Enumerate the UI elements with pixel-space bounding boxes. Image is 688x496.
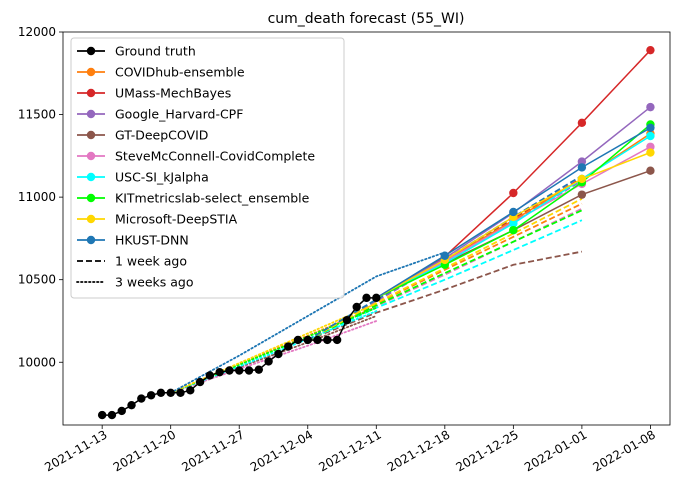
legend-label: HKUST-DNN: [115, 233, 189, 248]
ground-truth-point: [146, 391, 156, 400]
ground-truth-point: [127, 400, 136, 410]
legend-box: [70, 37, 345, 299]
ground-truth-point: [293, 335, 303, 345]
legend-marker: [86, 214, 96, 224]
ground-truth-point: [244, 366, 254, 375]
series-1-week-ago-line: [307, 219, 583, 341]
ground-truth-point: [313, 335, 322, 345]
ground-truth-point: [283, 342, 293, 351]
series-point: [577, 157, 587, 166]
ground-truth-point: [117, 406, 126, 416]
x-tick-label: 2022-01-01: [522, 427, 589, 474]
y-tick-label: 12000: [18, 25, 56, 39]
legend: Ground truth COVIDhub-ensemble UMass-MechB…: [70, 37, 345, 299]
legend-label: KITmetricslab-select_ensemble: [115, 191, 310, 206]
ground-truth-point: [107, 410, 117, 420]
ground-truth-point: [176, 388, 185, 398]
ground-truth-point: [166, 388, 175, 398]
legend-marker: [86, 235, 96, 245]
series-line: [375, 49, 651, 299]
series-point: [577, 174, 587, 184]
ground-truth-point: [97, 410, 107, 420]
ground-truth-point: [195, 377, 205, 387]
series-1-week-ago-line: [307, 202, 583, 341]
series-point: [509, 188, 518, 198]
x-tick-label: 2021-12-11: [316, 427, 383, 474]
legend-marker: [86, 46, 96, 56]
series-point: [646, 148, 655, 157]
series-point: [509, 225, 518, 235]
x-tick-label: 2022-01-08: [591, 427, 658, 474]
ground-truth-point: [323, 335, 332, 345]
ground-truth-point: [264, 357, 273, 366]
legend-label: USC-SI_kJalpha: [115, 170, 209, 185]
legend-label: Ground truth: [115, 44, 196, 59]
legend-marker: [86, 109, 96, 119]
legend-label: Google_Harvard-CPF: [115, 107, 243, 122]
x-tick-label: 2021-12-04: [248, 427, 315, 474]
ground-truth-point: [235, 366, 244, 375]
series-point: [646, 123, 655, 132]
series-1-week-ago-line: [307, 209, 583, 341]
legend-marker: [86, 67, 96, 77]
legend-marker: [86, 151, 96, 161]
ground-truth-point: [186, 386, 195, 395]
ground-truth-point: [254, 365, 264, 374]
series-point: [646, 131, 655, 141]
x-tick-label: 2021-11-13: [42, 427, 109, 474]
ground-truth-point: [303, 335, 312, 345]
legend-label: COVIDhub-ensemble: [115, 65, 245, 80]
series-point: [577, 190, 587, 199]
series-point: [440, 251, 450, 260]
series-point: [509, 207, 518, 217]
series-point: [509, 219, 518, 228]
series-1-week-ago-line: [307, 250, 583, 341]
legend-marker: [86, 88, 96, 98]
series-point: [646, 102, 655, 112]
legend-marker: [86, 130, 96, 140]
legend-label: 1 week ago: [115, 254, 187, 269]
series-line: [375, 106, 651, 299]
legend-label: 3 weeks ago: [115, 275, 194, 290]
series-point: [646, 45, 655, 55]
ground-truth-point: [156, 388, 166, 398]
x-tick-label: 2021-11-27: [179, 427, 246, 474]
y-tick-label: 11500: [18, 108, 56, 122]
series-point: [646, 166, 655, 175]
x-tick-label: 2021-12-25: [453, 427, 520, 474]
x-tick-label: 2021-12-18: [385, 427, 452, 474]
legend-label: SteveMcConnell-CovidComplete: [115, 149, 315, 164]
legend-label: UMass-MechBayes: [115, 86, 231, 101]
y-tick-label: 11000: [18, 190, 56, 204]
plot-frame: [62, 31, 671, 426]
y-tick-label: 10500: [18, 273, 56, 287]
ground-truth-point: [352, 302, 361, 312]
legend-label: Microsoft-DeepSTIA: [115, 212, 238, 227]
ground-truth-point: [205, 371, 215, 380]
series-point: [577, 118, 587, 128]
ground-truth-point: [137, 394, 146, 403]
legend-marker: [86, 193, 96, 203]
legend-marker: [86, 172, 96, 182]
series-point: [577, 163, 587, 172]
ground-truth-point: [362, 293, 371, 303]
ground-truth-point: [372, 293, 381, 303]
series-point: [646, 142, 655, 151]
series-3-weeks-ago-line: [169, 251, 446, 394]
chart-title: cum_death forecast (55_WI): [268, 11, 465, 27]
ground-truth-point: [342, 315, 352, 325]
ground-truth-point: [215, 367, 224, 377]
ground-truth-point: [225, 366, 234, 375]
x-tick-label: 2021-11-20: [111, 427, 178, 474]
y-tick-label: 10000: [18, 355, 56, 369]
ground-truth-point: [332, 335, 342, 345]
legend-label: GT-DeepCOVID: [115, 128, 208, 143]
ground-truth-point: [274, 349, 283, 359]
